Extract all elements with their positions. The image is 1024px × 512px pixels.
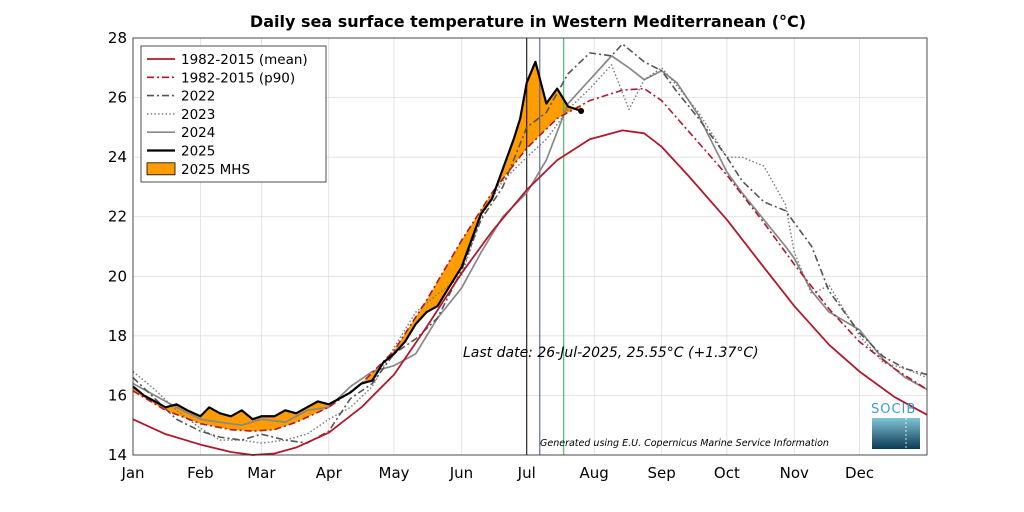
- legend-label: 2024: [181, 125, 215, 141]
- last-date-annotation: Last date: 26-Jul-2025, 25.55°C (+1.37°C…: [463, 345, 759, 361]
- x-axis-ticks: Jan Feb Mar Apr May Jun Jul Aug Sep Oct Nov Dec: [120, 464, 874, 482]
- socib-logo: SOCIB: [871, 402, 920, 449]
- x-tick-label: Jan: [120, 464, 144, 482]
- y-tick-label: 28: [108, 29, 127, 47]
- x-tick-label: Dec: [845, 464, 874, 482]
- x-tick-label: Oct: [714, 464, 740, 482]
- legend-label: 2025 MHS: [181, 162, 250, 178]
- mhs-area: [133, 61, 582, 432]
- series-line-1982-2015-mean-: [132, 129, 928, 456]
- y-tick-label: 18: [108, 327, 127, 345]
- y-axis-ticks: 14 16 18 20 22 24 26 28: [108, 29, 127, 464]
- date-markers: [526, 38, 565, 455]
- legend: 1982-2015 (mean) 1982-2015 (p90) 2022 2023 2…: [140, 45, 327, 183]
- chart-title: Daily sea surface temperature in Western…: [250, 12, 806, 31]
- x-tick-label: Mar: [247, 464, 276, 482]
- y-tick-label: 20: [108, 267, 127, 285]
- mhs-fill-layer: [133, 61, 582, 432]
- series-line-2022: [132, 43, 928, 444]
- series-line-1982-2015-p90-: [132, 87, 928, 432]
- y-tick-label: 14: [108, 446, 127, 464]
- plot-frame: [132, 37, 928, 456]
- y-tick-label: 16: [108, 386, 127, 404]
- socib-logo-box: [872, 418, 920, 449]
- legend-swatch: [146, 162, 176, 176]
- series-layer: [132, 43, 928, 456]
- x-tick-label: Apr: [316, 464, 343, 482]
- series-line-2023: [132, 64, 928, 444]
- x-tick-label: Sep: [647, 464, 675, 482]
- x-tick-label: Nov: [780, 464, 809, 482]
- x-tick-label: Jul: [517, 464, 536, 482]
- legend-label: 2023: [181, 107, 215, 123]
- x-tick-label: Aug: [580, 464, 609, 482]
- legend-label: 1982-2015 (mean): [181, 52, 308, 68]
- legend-box: [140, 45, 327, 183]
- legend-label: 1982-2015 (p90): [181, 70, 295, 86]
- legend-label: 2025: [181, 144, 215, 160]
- x-tick-label: Feb: [187, 464, 214, 482]
- series-line-2025: [132, 60, 582, 421]
- x-tick-label: Jun: [449, 464, 473, 482]
- y-tick-label: 26: [108, 89, 127, 107]
- last-point-marker: [578, 107, 585, 114]
- series-line-2024: [132, 55, 928, 427]
- y-tick-label: 22: [108, 208, 127, 226]
- y-tick-label: 24: [108, 148, 127, 166]
- copernicus-credit: Generated using E.U. Copernicus Marine S…: [540, 438, 829, 449]
- x-tick-label: May: [379, 464, 410, 482]
- legend-label: 2022: [181, 89, 215, 105]
- socib-logo-text: SOCIB: [871, 402, 916, 417]
